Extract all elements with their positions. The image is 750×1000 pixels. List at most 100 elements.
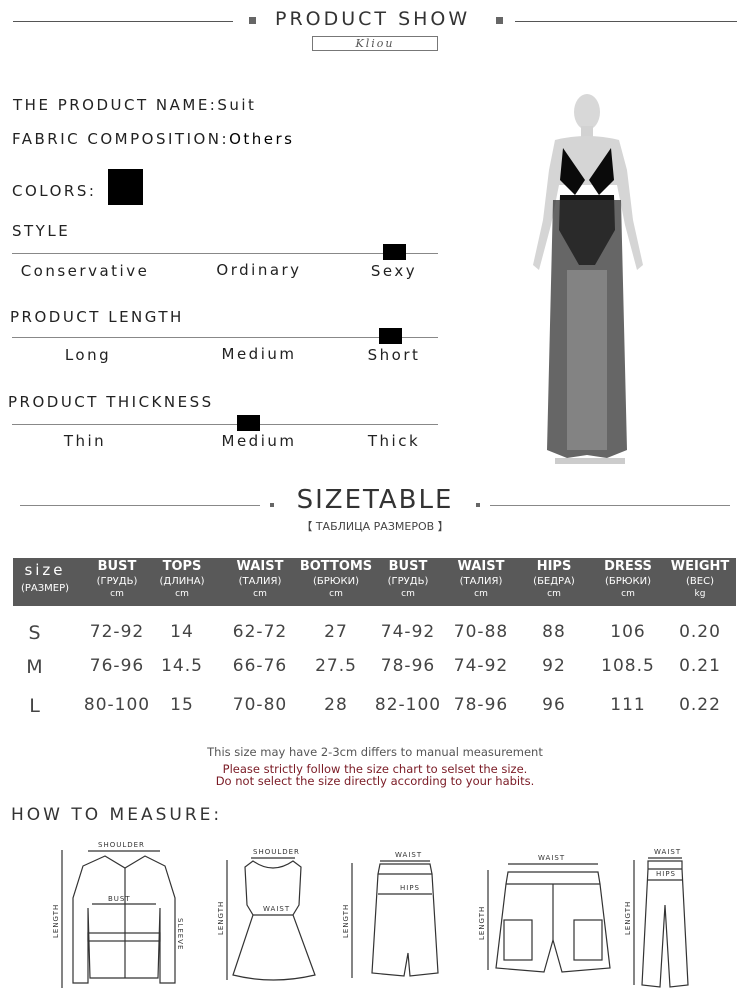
bullet [249, 17, 256, 24]
table-cell: 88 [542, 622, 566, 642]
table-cell: 106 [610, 622, 646, 642]
table-cell: 76-96 [89, 656, 145, 676]
table-cell: 80-100 [83, 695, 151, 715]
column-header-tops: TOPS (ДЛИНА) cm [159, 559, 205, 599]
how-to-measure-title: HOW TO MEASURE: [11, 805, 223, 825]
divider [515, 21, 737, 22]
column-header-weight: WEIGHT (ВЕС) kg [670, 559, 730, 599]
table-cell: 74-92 [453, 656, 509, 676]
sizetable-subtitle: 【 ТАБЛИЦА РАЗМЕРОВ 】 [301, 520, 449, 533]
svg-text:WAIST: WAIST [263, 905, 290, 913]
column-header-waist: WAIST (ТАЛИЯ) cm [236, 559, 284, 599]
scale-option: Long [64, 346, 112, 364]
size-label: L [29, 695, 41, 717]
bullet [270, 503, 274, 507]
table-cell: 92 [542, 656, 566, 676]
table-cell: 70-88 [453, 622, 509, 642]
column-header-size: size (РАЗМЕР) [20, 561, 70, 594]
divider [20, 505, 260, 506]
svg-text:WAIST: WAIST [538, 854, 565, 862]
scale-option: Sexy [370, 262, 418, 280]
table-cell: 14 [170, 622, 194, 642]
length-title: PRODUCT LENGTH [10, 308, 184, 326]
table-cell: 78-96 [453, 695, 509, 715]
svg-text:LENGTH: LENGTH [342, 904, 350, 938]
table-cell: 27 [324, 622, 348, 642]
length-scale [12, 337, 438, 338]
size-label: M [26, 656, 44, 678]
note-measurement: This size may have 2-3cm differs to manu… [207, 745, 543, 759]
column-header-bust: BUST (ГРУДЬ) cm [387, 559, 429, 599]
svg-text:WAIST: WAIST [395, 851, 422, 859]
divider [490, 505, 730, 506]
length-marker [379, 328, 402, 344]
note-warning-2: Do not select the size directly accordin… [215, 774, 535, 788]
table-cell: 0.21 [679, 656, 721, 676]
svg-text:LENGTH: LENGTH [217, 901, 225, 935]
scale-option: Medium [221, 345, 297, 363]
style-title: STYLE [12, 222, 71, 240]
table-cell: 72-92 [89, 622, 145, 642]
size-label: S [28, 622, 42, 644]
bullet [496, 17, 503, 24]
column-header-bottoms: BOTTOMS (БРЮКИ) cm [299, 559, 373, 599]
shorts-illustration: WAIST LENGTH [478, 854, 611, 973]
svg-text:HIPS: HIPS [400, 884, 420, 892]
page-title: PRODUCT SHOW [275, 8, 471, 30]
color-swatch-black[interactable] [108, 169, 143, 205]
table-cell: 74-92 [380, 622, 436, 642]
sizetable-title: SIZETABLE [296, 485, 454, 515]
note-warning-1: Please strictly follow the size chart to… [222, 762, 528, 776]
scale-option: Thin [63, 432, 107, 450]
bullet [476, 503, 480, 507]
table-cell: 62-72 [232, 622, 288, 642]
svg-text:WAIST: WAIST [654, 848, 681, 856]
table-cell: 78-96 [380, 656, 436, 676]
thickness-scale [12, 424, 438, 425]
style-marker [383, 244, 406, 260]
table-cell: 96 [542, 695, 566, 715]
product-name: THE PRODUCT NAME:Suit [13, 96, 257, 114]
scale-option: Medium [221, 432, 297, 450]
table-cell: 66-76 [232, 656, 288, 676]
scale-option: Short [367, 346, 421, 364]
svg-text:LENGTH: LENGTH [478, 906, 486, 940]
svg-text:LENGTH: LENGTH [52, 904, 60, 938]
scale-option: Thick [367, 432, 421, 450]
table-cell: 15 [170, 695, 194, 715]
jacket-illustration: SHOULDER LENGTH BUST SLEEVE [52, 841, 184, 988]
column-header-dress: DRESS (БРЮКИ) cm [604, 559, 652, 599]
table-cell: 0.20 [679, 622, 721, 642]
column-header-bust: BUST (ГРУДЬ) cm [96, 559, 138, 599]
svg-text:BUST: BUST [108, 895, 131, 903]
table-cell: 82-100 [374, 695, 442, 715]
table-cell: 111 [610, 695, 646, 715]
svg-text:SLEEVE: SLEEVE [176, 918, 184, 950]
product-image [533, 94, 643, 464]
size-table-header: size (РАЗМЕР) BUST (ГРУДЬ) cm TOPS (ДЛИНА) cm WA… [13, 558, 736, 606]
colors-label: COLORS: [12, 182, 97, 200]
dress-illustration: SHOULDER LENGTH WAIST [217, 848, 316, 981]
table-cell: 14.5 [161, 656, 203, 676]
scale-option: Ordinary [216, 261, 302, 279]
table-cell: 108.5 [601, 656, 655, 676]
brand-label: Kliou [312, 36, 438, 51]
svg-text:HIPS: HIPS [656, 870, 676, 878]
table-cell: 70-80 [232, 695, 288, 715]
thickness-title: PRODUCT THICKNESS [8, 393, 214, 411]
style-scale [12, 253, 438, 254]
divider [13, 21, 233, 22]
shoulder-label: SHOULDER [98, 841, 145, 849]
table-cell: 0.22 [679, 695, 721, 715]
column-header-hips: HIPS (БЕДРА) cm [533, 559, 575, 599]
skirt-illustration: WAIST LENGTH HIPS [342, 851, 439, 978]
thickness-marker [237, 415, 260, 431]
column-header-waist: WAIST (ТАЛИЯ) cm [457, 559, 505, 599]
table-cell: 27.5 [315, 656, 357, 676]
scale-option: Conservative [20, 262, 150, 280]
table-cell: 28 [324, 695, 348, 715]
svg-text:SHOULDER: SHOULDER [253, 848, 300, 856]
svg-text:LENGTH: LENGTH [624, 901, 632, 935]
pants-illustration: WAIST LENGTH HIPS [624, 848, 689, 988]
fabric-composition: FABRIC COMPOSITION:Others [12, 130, 295, 148]
